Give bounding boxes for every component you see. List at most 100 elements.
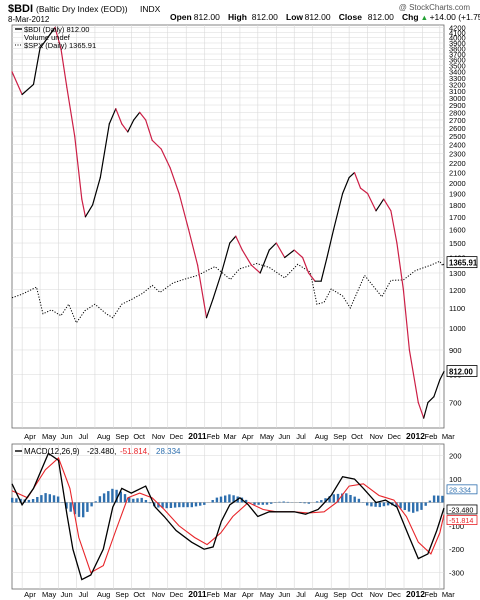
histogram-bar [36, 497, 39, 503]
watermark: @ StockCharts.com [399, 3, 471, 12]
price-panel [11, 24, 445, 429]
bdi-line-segment [348, 172, 356, 179]
histogram-bar [332, 494, 335, 503]
chart-header: $BDI (Baltic Dry Index (EOD)) INDX 8-Mar… [8, 3, 480, 24]
price-tick-label: 3500 [449, 62, 466, 71]
legend-label: $BDI (Daily) 812.00 [24, 25, 89, 34]
histogram-bar [48, 494, 51, 503]
month-label: Apr [242, 590, 254, 599]
histogram-bar [353, 496, 356, 503]
histogram-bar [345, 493, 348, 503]
spx-line [11, 260, 445, 324]
macd-value-tag-text: 28.334 [449, 485, 471, 494]
bdi-line-segment [359, 187, 369, 195]
bdi-line-segment [145, 119, 153, 141]
price-tick-label: 3600 [449, 56, 466, 65]
price-tick-label: 1100 [449, 304, 465, 313]
bdi-line-segment [115, 108, 123, 125]
month-label: Nov [152, 590, 166, 599]
bdi-line-segment [121, 123, 129, 133]
macd-histogram [11, 488, 444, 518]
bdi-line-segment [333, 192, 344, 231]
price-tag-box [446, 365, 478, 377]
bdi-line-segment [54, 26, 62, 50]
month-label: Nov [152, 432, 166, 441]
price-tick-label: 2600 [449, 124, 466, 133]
month-label: May [42, 432, 56, 441]
histogram-bar [161, 502, 164, 508]
bdi-line-segment [268, 242, 277, 251]
ohlc-label: Close [339, 12, 362, 22]
bdi-line-segment [408, 349, 419, 404]
histogram-bar [69, 502, 72, 512]
histogram-bar [31, 499, 35, 503]
month-label: Jun [278, 590, 290, 599]
bdi-line-segment [433, 379, 441, 398]
ohlc-label: Low [286, 12, 303, 22]
histogram-bar [328, 496, 331, 503]
bdi-line-segment [60, 47, 68, 89]
price-tags: 1365.91 812.00 [446, 256, 478, 377]
price-tag: 812.00 [446, 365, 478, 377]
histogram-bar [224, 495, 227, 503]
price-tick-label: 3000 [449, 94, 466, 103]
price-tick-label: 4200 [449, 23, 466, 32]
ohlc-value: 812.00 [368, 12, 394, 22]
bdi-line-segment [139, 111, 147, 121]
histogram-bar [90, 502, 93, 507]
bdi-line-segment [127, 119, 135, 133]
histogram-bar [261, 502, 264, 505]
month-label: Nov [370, 432, 384, 441]
histogram-bar [257, 502, 260, 505]
histogram-bar [194, 502, 198, 507]
price-tick-label: 3400 [449, 68, 466, 77]
price-tick-label: 2400 [449, 141, 466, 150]
histogram-bar [102, 493, 106, 503]
macd-value-tag-box [446, 515, 478, 525]
bdi-line-segment [169, 167, 180, 195]
symbol-label: $BDI [8, 3, 33, 15]
bdi-line-segment [326, 228, 335, 259]
ohlc-item: Chg▲+14.00 (+1.75%) [402, 12, 480, 22]
price-tick-label: 3800 [449, 44, 466, 53]
histogram-bar [136, 498, 139, 503]
month-axis: Apr Apr May May Jun Jun Jul Jul Aug Aug Sep Sep Oct O… [24, 431, 455, 599]
histogram-bar [98, 496, 102, 503]
histogram-bar [441, 495, 444, 503]
bdi-line-segment [396, 242, 404, 291]
bdi-line-segment [417, 402, 425, 419]
histogram-bar [232, 495, 235, 503]
bdi-line-segment [66, 87, 76, 137]
histogram-bar [157, 502, 160, 508]
month-label: Apr [24, 432, 36, 441]
histogram-bar [52, 495, 56, 503]
bdi-line-segment [108, 108, 117, 125]
price-tick-label: 3300 [449, 74, 466, 83]
histogram-bar [178, 502, 181, 508]
histogram-bar [190, 502, 193, 508]
price-tick-label: 3100 [449, 87, 466, 96]
month-label: Feb [425, 590, 438, 599]
histogram-bar [378, 502, 381, 508]
bdi-line-segment [241, 249, 252, 266]
histogram-bar [299, 502, 302, 503]
bdi-line-segment [423, 402, 429, 419]
legend-label: $SPX (Daily) 1365.91 [24, 41, 96, 50]
macd-value-tag: -51.814 [446, 515, 478, 525]
macd-gridlines [12, 444, 444, 589]
ohlc-label: Chg [402, 12, 419, 22]
histogram-bar [169, 502, 173, 508]
price-tick-label: 2200 [449, 159, 466, 168]
month-label: Sep [115, 432, 128, 441]
histogram-bar [173, 502, 177, 508]
histogram-bar [253, 502, 256, 505]
ohlc-value: 812.00 [252, 12, 278, 22]
bdi-line-segment [197, 264, 208, 319]
histogram-bar [215, 497, 219, 503]
histogram-bar [324, 498, 327, 503]
price-tick-label: 900 [449, 346, 462, 355]
histogram-bar [132, 498, 135, 503]
bdi-line-segment [229, 235, 237, 244]
histogram-bar [278, 501, 281, 503]
month-label: Mar [223, 432, 236, 441]
